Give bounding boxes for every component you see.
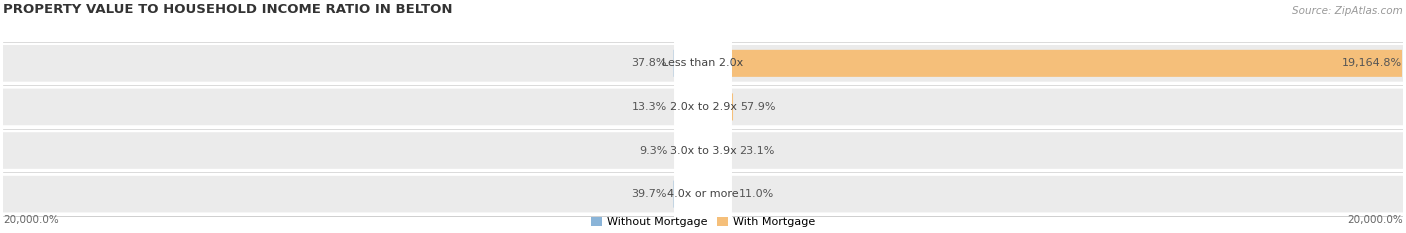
Text: 20,000.0%: 20,000.0% [1347, 216, 1403, 226]
FancyBboxPatch shape [675, 0, 731, 233]
FancyBboxPatch shape [731, 93, 733, 120]
Text: 19,164.8%: 19,164.8% [1341, 58, 1402, 68]
Text: 9.3%: 9.3% [640, 146, 668, 155]
Text: 13.3%: 13.3% [633, 102, 668, 112]
Text: 37.8%: 37.8% [631, 58, 666, 68]
Text: 23.1%: 23.1% [738, 146, 775, 155]
FancyBboxPatch shape [675, 0, 731, 233]
FancyBboxPatch shape [675, 0, 731, 233]
Text: 20,000.0%: 20,000.0% [3, 216, 59, 226]
Text: 39.7%: 39.7% [631, 189, 666, 199]
FancyBboxPatch shape [3, 176, 1403, 212]
Text: PROPERTY VALUE TO HOUSEHOLD INCOME RATIO IN BELTON: PROPERTY VALUE TO HOUSEHOLD INCOME RATIO… [3, 3, 453, 16]
FancyBboxPatch shape [675, 0, 731, 233]
Text: 2.0x to 2.9x: 2.0x to 2.9x [669, 102, 737, 112]
Text: 3.0x to 3.9x: 3.0x to 3.9x [669, 146, 737, 155]
Text: 4.0x or more: 4.0x or more [668, 189, 738, 199]
FancyBboxPatch shape [731, 50, 1402, 77]
Legend: Without Mortgage, With Mortgage: Without Mortgage, With Mortgage [586, 212, 820, 232]
Text: Source: ZipAtlas.com: Source: ZipAtlas.com [1292, 6, 1403, 16]
FancyBboxPatch shape [3, 132, 1403, 169]
Text: 57.9%: 57.9% [740, 102, 776, 112]
FancyBboxPatch shape [3, 89, 1403, 125]
Text: Less than 2.0x: Less than 2.0x [662, 58, 744, 68]
FancyBboxPatch shape [3, 45, 1403, 82]
Text: 11.0%: 11.0% [738, 189, 773, 199]
